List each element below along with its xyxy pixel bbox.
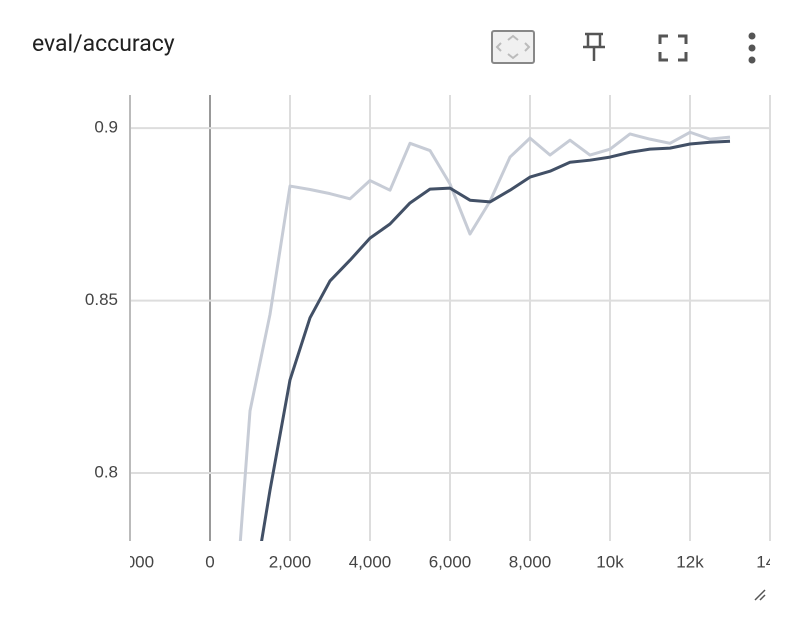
x-tick-label: -2,000 bbox=[106, 552, 154, 571]
chart-title: eval/accuracy bbox=[32, 30, 175, 57]
x-tick-label: 10k bbox=[596, 552, 624, 571]
fullscreen-button[interactable] bbox=[658, 34, 688, 62]
series-line bbox=[260, 139, 731, 541]
y-tick-label: 0.85 bbox=[85, 290, 118, 309]
toolbar bbox=[491, 30, 756, 64]
x-tick-label: 0 bbox=[205, 552, 214, 571]
pin-button[interactable] bbox=[583, 32, 605, 61]
x-tick-label: 2,000 bbox=[269, 552, 312, 571]
y-tick-label: 0.9 bbox=[94, 118, 118, 137]
plot-area bbox=[238, 130, 731, 541]
x-tick-labels: -2,000 0 2,000 4,000 6,000 8,000 10k 12k 14k bbox=[106, 552, 784, 571]
x-tick-label: 4,000 bbox=[349, 552, 392, 571]
more-button[interactable] bbox=[748, 32, 756, 64]
x-tick-label: 14k bbox=[756, 552, 784, 571]
series-line bbox=[238, 130, 731, 541]
x-tick-label: 8,000 bbox=[509, 552, 552, 571]
fit-domain-button[interactable] bbox=[491, 30, 535, 64]
x-tick-label: 6,000 bbox=[429, 552, 472, 571]
y-tick-label: 0.8 bbox=[94, 463, 118, 482]
x-tick-label: 12k bbox=[676, 552, 704, 571]
resize-handle[interactable] bbox=[754, 589, 766, 601]
